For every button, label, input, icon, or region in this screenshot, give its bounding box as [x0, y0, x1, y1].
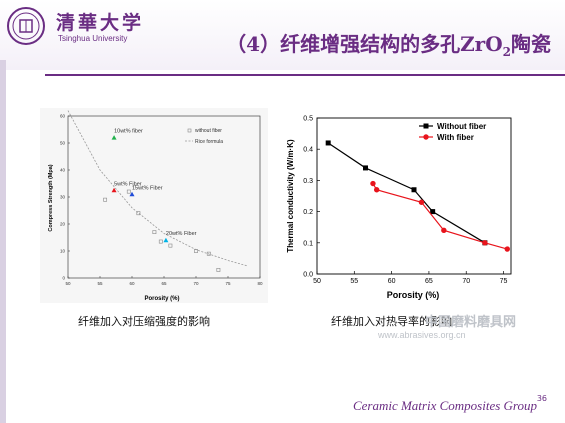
fiber-point — [163, 237, 169, 243]
y-tick-label: 30 — [60, 195, 66, 200]
data-point — [325, 140, 331, 146]
without-fiber-point — [158, 239, 163, 244]
compress-strength-chart: 50 55 60 65 70 75 80 0 10 20 30 40 50 60 10wt% fiber 5w… — [40, 108, 268, 303]
without-fiber-point — [103, 197, 108, 202]
data-point — [363, 165, 368, 171]
without-fiber-point — [216, 268, 221, 272]
y-tick-label: 50 — [60, 141, 66, 146]
fiber-point — [129, 191, 135, 197]
x-tick-label: 65 — [425, 278, 433, 285]
without-fiber-point — [168, 243, 173, 248]
y-tick-label: 0.2 — [303, 209, 313, 216]
plot-frame — [316, 117, 512, 275]
legend-label: Rice formula — [195, 139, 223, 145]
legend-marker — [423, 134, 429, 140]
without-fiber-point — [152, 230, 157, 235]
x-tick-label: 65 — [161, 281, 167, 286]
slide-title: （4）纤维增强结构的多孔ZrO2陶瓷 — [226, 32, 551, 59]
y-tick-label: 0.5 — [303, 116, 313, 123]
x-tick-label: 75 — [500, 278, 508, 285]
slide-header: 清華大学 Tsinghua University （4）纤维增强结构的多孔ZrO… — [0, 0, 565, 70]
data-point — [441, 227, 447, 234]
x-tick-label: 60 — [388, 278, 396, 285]
y-tick-label: 0.0 — [303, 272, 313, 279]
watermark-text: 中国磨料磨具网 — [425, 315, 517, 330]
x-tick-label: 70 — [193, 281, 199, 286]
x-axis-label: Porosity (%) — [144, 296, 179, 302]
logo-chinese-name: 清華大学 — [56, 12, 145, 34]
x-tick-label: 75 — [225, 281, 231, 286]
legend-marker — [423, 123, 429, 129]
x-tick-label: 60 — [129, 281, 135, 286]
x-axis-label: Porosity (%) — [387, 290, 440, 300]
data-point — [430, 209, 436, 215]
legend-label: With fiber — [437, 133, 474, 142]
y-tick-label: 20 — [60, 222, 66, 227]
data-point — [482, 240, 488, 246]
fiber-point-label: 5wt% Fiber — [114, 181, 142, 187]
y-axis-label: Thermal conductivity (W/m·K) — [286, 139, 295, 253]
fiber-point — [111, 187, 117, 193]
right-chart-caption: 纤维加入对热导率的影响 — [331, 315, 452, 328]
legend-label: Without fiber — [437, 122, 486, 131]
without-fiber-point — [136, 211, 141, 216]
legend-marker-without-fiber — [187, 128, 192, 133]
fiber-point-label: 15wt% Fiber — [132, 185, 163, 191]
fiber-point — [111, 135, 117, 140]
tsinghua-seal-icon — [7, 7, 45, 45]
data-point — [411, 187, 417, 193]
x-tick-label: 50 — [65, 281, 71, 286]
x-tick-label: 50 — [313, 278, 321, 285]
data-point — [370, 180, 376, 187]
title-divider — [45, 74, 565, 76]
data-point — [418, 199, 425, 205]
without-fiber-point — [126, 189, 131, 194]
y-tick-label: 0 — [62, 276, 65, 281]
x-tick-label: 80 — [257, 281, 263, 286]
legend-label: without fiber — [195, 128, 222, 134]
x-tick-label: 55 — [97, 281, 103, 286]
y-tick-label: 0.1 — [303, 240, 313, 247]
y-tick-label: 0.3 — [303, 178, 313, 185]
page-number: 36 — [536, 394, 547, 403]
left-decor-bar — [0, 60, 6, 423]
watermark-url: www.abrasives.org.cn — [378, 330, 466, 340]
y-tick-label: 0.4 — [303, 147, 313, 154]
data-point — [504, 246, 510, 252]
fiber-point-label: 10wt% fiber — [114, 129, 143, 135]
without-fiber-point — [206, 251, 211, 256]
left-chart-caption: 纤维加入对压缩强度的影响 — [78, 315, 210, 328]
rice-formula-line — [67, 110, 248, 267]
footer-group-name: Ceramic Matrix Composites Group — [352, 398, 537, 413]
logo-english-name: Tsinghua University — [58, 34, 128, 43]
data-point — [373, 187, 380, 193]
without-fiber-point — [194, 249, 198, 253]
chart-background — [40, 108, 268, 303]
y-tick-label: 40 — [60, 168, 66, 173]
y-tick-label: 60 — [60, 114, 66, 119]
y-tick-label: 10 — [60, 249, 66, 254]
x-tick-label: 55 — [350, 278, 358, 285]
fiber-point-label: 20wt% Fiber — [166, 231, 197, 237]
thermal-conductivity-chart: 50 55 60 65 70 75 0.0 0.1 0.2 0.3 0.4 0.5 Without fi… — [286, 116, 512, 300]
x-tick-label: 70 — [462, 278, 470, 285]
y-axis-label: Compress Strength (Mpa) — [48, 164, 54, 231]
